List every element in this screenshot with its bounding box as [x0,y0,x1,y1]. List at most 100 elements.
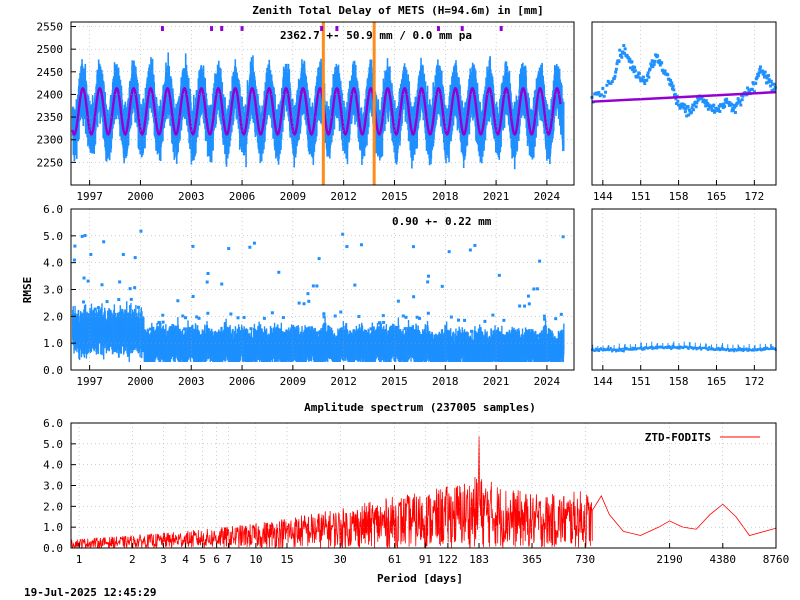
rmse-outlier [395,326,399,330]
rmse-outlier [262,316,266,320]
ztd-recent-point [702,99,706,103]
ztd-recent-point [712,103,716,107]
rmse-outlier [206,271,210,275]
rmse-outlier [333,314,337,318]
ztd-recent-point [750,87,754,91]
ztd-recent-point [713,109,717,113]
rmse-outlier [80,234,84,238]
ztd-recent-point [683,103,687,107]
ztd-recent-point [636,74,640,78]
ztd-recent-point [622,44,626,48]
ztd-recent-point [660,61,664,65]
top-marker [240,26,244,31]
ztd-recent-point [627,59,631,63]
top-marker [460,26,464,31]
ztd-recent-panel: 144 151 158 165 172 [590,21,777,203]
ztd-recent-point [625,53,629,57]
rmse-outlier [306,292,310,296]
x-tick-label: 158 [669,190,689,203]
ztd-recent-point [601,86,605,90]
ztd-recent-point [658,63,662,67]
rmse-outlier [270,311,274,315]
ztd-recent-point [619,53,623,57]
ztd-recent-point [668,78,672,82]
chart-title: Zenith Total Delay of METS (H=94.6m) in … [252,4,543,17]
rmse-outlier [339,310,343,314]
rmse-outlier [161,320,165,324]
ztd-recent-point [729,102,733,106]
ztd-recent-point [679,105,683,109]
rmse-outlier [220,282,224,286]
rmse-annotation: 0.90 +- 0.22 mm [392,215,492,228]
ztd-recent-point [718,109,722,113]
ztd-recent-point [617,59,621,63]
ztd-recent-point [731,106,735,110]
ztd-recent-point [769,84,773,88]
rmse-outlier [359,243,363,247]
ztd-recent-point [760,69,764,73]
x-tick-label: 144 [593,190,613,203]
ztd-recent-point [694,105,698,109]
ztd-timeseries-panel: 2250 2300 2350 2400 2450 2500 2550 1997 2000 2003… [37,21,575,203]
rmse-axis-label: RMSE [21,277,34,304]
ztd-recent-point [675,102,679,106]
ztd-recent-point [706,107,710,111]
ztd-recent-point [692,103,696,107]
ztd-recent-point [764,74,768,78]
rmse-outlier [133,256,137,260]
ztd-recent-point [739,103,743,107]
y-tick-label: 2550 [37,21,64,34]
rmse-outlier [129,297,133,301]
ztd-recent-point [748,89,752,93]
rmse-outlier [161,313,165,317]
ztd-recent-point [731,108,735,112]
ztd-recent-point [652,62,656,66]
ztd-recent-point [689,110,693,114]
panel-frame [591,21,777,186]
ztd-recent-point [620,55,624,59]
rmse-outlier [427,274,431,278]
ztd-recent-point [765,76,769,80]
ztd-recent-point [615,62,619,66]
timestamp: 19-Jul-2025 12:45:29 [24,586,156,599]
rmse-outlier [404,315,408,319]
rmse-outlier [82,276,86,280]
ztd-recent-point [658,59,662,63]
rmse-outlier [89,252,93,256]
x-tick-label: 2012 [330,190,357,203]
ztd-recent-point [704,99,708,103]
ztd-recent-point [722,102,726,106]
rmse-data [71,229,565,362]
ztd-recent-point [732,103,736,107]
rmse-outlier [183,316,187,320]
ztd-recent-point [646,71,650,75]
ztd-recent-point [721,104,725,108]
ztd-recent-point [767,74,771,78]
ztd-recent-point [681,105,685,109]
rmse-outlier [128,287,132,291]
ztd-recent-point [734,104,738,108]
ztd-recent-point [685,114,689,118]
top-marker [210,26,214,31]
rmse-outlier [148,327,152,331]
rmse-outlier [401,314,405,318]
rmse-outlier [322,312,326,316]
ztd-recent-point [707,103,711,107]
ztd-recent-point [705,103,709,107]
rmse-outlier [136,305,140,309]
rmse-outlier [206,311,210,315]
x-tick-label: 2024 [534,190,561,203]
ztd-recent-point [633,69,637,73]
ztd-recent-data [590,44,777,118]
ztd-recent-point [690,106,694,110]
ztd-recent-point [666,73,670,77]
ztd-recent-point [683,110,687,114]
ztd-recent-point [754,81,758,85]
rmse-outlier [195,315,199,319]
y-tick-label: 2450 [37,66,64,79]
ztd-recent-point [637,71,641,75]
ztd-recent-point [605,83,609,87]
ztd-recent-point [773,87,777,91]
rmse-outlier [83,234,87,238]
